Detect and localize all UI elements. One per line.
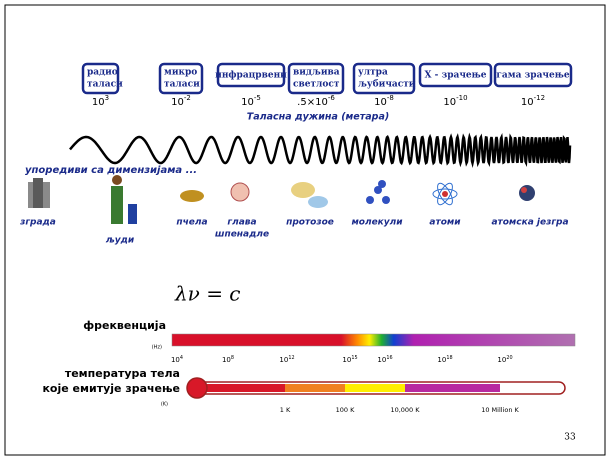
thermo-segment <box>197 384 285 392</box>
person-icon <box>111 186 123 224</box>
compare-caption: упоредиви са димензијама ... <box>25 164 197 176</box>
temperature-tick: 1 K <box>280 406 291 414</box>
bee-icon <box>180 190 204 202</box>
building-icon <box>33 178 43 208</box>
base: 10 <box>521 97 534 108</box>
base: 10 <box>92 97 105 108</box>
protozoa-icon <box>308 196 328 208</box>
molecule-icon <box>366 196 374 204</box>
exponent: 15 <box>351 355 357 361</box>
exponent: 3 <box>105 94 109 102</box>
wavelength-caption: Таласна дужина (метара) <box>247 112 389 123</box>
band-label: X - зрачење <box>424 71 486 81</box>
object-label: атомска језгра <box>491 217 568 228</box>
base: 10 <box>342 356 351 364</box>
exponent: 16 <box>386 355 392 361</box>
object-label: глава <box>227 218 256 228</box>
protozoa-icon <box>291 182 315 198</box>
band-label: љубичасти <box>358 79 416 90</box>
temperature-label: које емитује зрачење <box>42 382 180 395</box>
exponent: 4 <box>180 355 183 361</box>
temperature-tick: 10 Million K <box>481 406 519 414</box>
base: 10 <box>171 97 184 108</box>
mantissa: .5× <box>297 97 315 108</box>
nucleus-icon <box>521 187 527 193</box>
molecule-icon <box>382 196 390 204</box>
temperature-tick: 10,000 K <box>390 406 420 414</box>
exponent: -5 <box>254 94 261 102</box>
band-label: таласи <box>87 80 123 90</box>
band-label: таласи <box>164 80 200 90</box>
object-label: људи <box>105 236 135 246</box>
exponent: -12 <box>534 94 545 102</box>
person-icon <box>128 204 137 224</box>
temperature-label: температура тела <box>65 367 180 380</box>
object-label: пчела <box>176 218 207 228</box>
base: 10 <box>443 97 456 108</box>
person-icon <box>112 175 122 185</box>
exponent: -10 <box>456 94 467 102</box>
object-label: шпенадле <box>215 230 269 240</box>
exponent: 20 <box>506 355 512 361</box>
exponent: -6 <box>328 94 336 102</box>
thermo-segment <box>285 384 345 392</box>
thermo-bulb <box>187 378 207 398</box>
object-label: молекули <box>351 218 403 228</box>
band-label: видљива <box>293 68 340 78</box>
thermo-segment <box>345 384 405 392</box>
frequency-bar <box>172 334 575 346</box>
base: 10 <box>171 356 180 364</box>
band-label: инфрацрвени <box>215 71 287 81</box>
atom-icon <box>442 191 448 197</box>
molecule-icon <box>378 180 386 188</box>
base: 10 <box>222 356 231 364</box>
nucleus-icon <box>519 185 535 201</box>
pin-icon <box>231 183 249 201</box>
formula: λν = c <box>174 282 241 306</box>
base: 10 <box>437 356 446 364</box>
base: 10 <box>315 97 328 108</box>
frequency-unit: (Hz) <box>152 345 162 351</box>
band-label: светлост <box>293 80 340 90</box>
object-label: протозое <box>286 218 334 228</box>
base: 10 <box>374 97 387 108</box>
object-label: зграда <box>19 218 56 228</box>
temperature-tick: 100 K <box>336 406 355 414</box>
band-label: микро <box>164 68 197 78</box>
exponent: 12 <box>288 355 294 361</box>
band-label: радио <box>87 68 118 78</box>
base: 10 <box>497 356 506 364</box>
base: 10 <box>377 356 386 364</box>
base: 10 <box>279 356 288 364</box>
temperature-unit: (K) <box>161 402 168 408</box>
frequency-label: фреквенција <box>83 319 166 332</box>
exponent: -2 <box>184 94 191 102</box>
exponent: 18 <box>446 355 452 361</box>
base: 10 <box>241 97 254 108</box>
band-label: ултра <box>358 68 388 78</box>
band-label: гама зрачење <box>496 71 569 81</box>
exponent: -8 <box>387 94 394 102</box>
object-label: атоми <box>429 218 461 228</box>
page-number: 33 <box>564 433 576 443</box>
thermo-segment <box>405 384 500 392</box>
slide: радиоталаси103микроталаси10-2инфрацрвени… <box>0 0 611 459</box>
exponent: 8 <box>231 355 234 361</box>
